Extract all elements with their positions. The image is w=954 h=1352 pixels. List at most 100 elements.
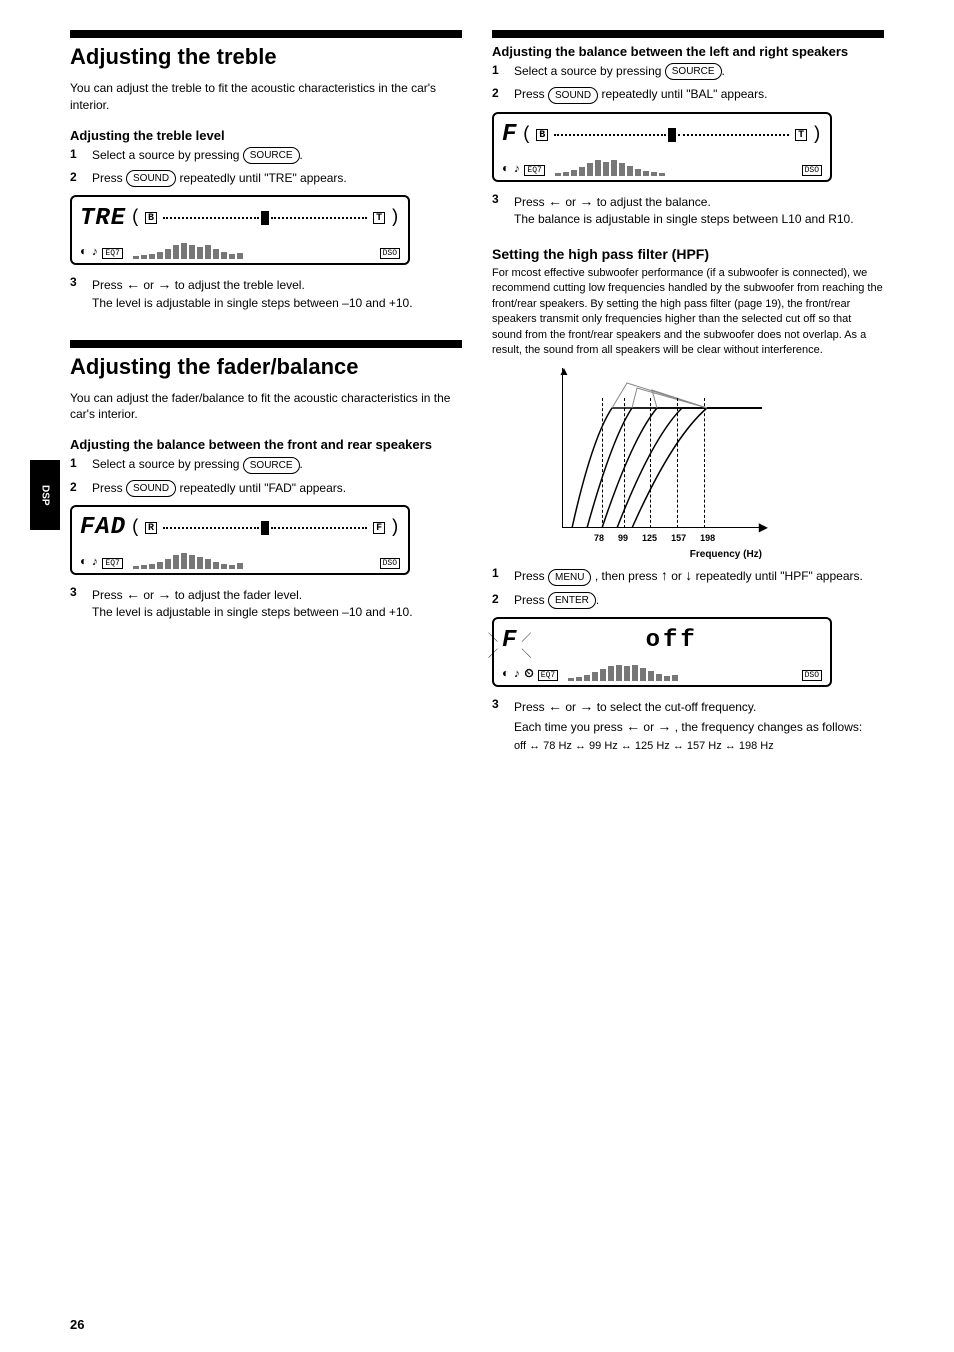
left-arrow-button[interactable]: ← bbox=[126, 586, 140, 602]
treble-step-3: 3 Press ← or → to adjust the treble leve… bbox=[70, 275, 462, 311]
freq-item: 99 Hz bbox=[589, 740, 618, 752]
sound-button[interactable]: SOUND bbox=[548, 87, 598, 104]
hpf-chart: ▲ ▶ 78 99 125 157 198 bbox=[542, 368, 762, 548]
left-arrow-button[interactable]: ← bbox=[548, 698, 562, 714]
step-text: or bbox=[565, 700, 579, 714]
eq-tag: EQ7 bbox=[524, 165, 544, 176]
left-arrow-button[interactable]: ← bbox=[548, 193, 562, 209]
blink-ray-icon: ／ bbox=[521, 629, 531, 645]
step-text: Each time you press bbox=[514, 720, 626, 734]
slider-right-label: T bbox=[795, 129, 807, 141]
step-text: repeatedly until "TRE" appears. bbox=[179, 171, 346, 185]
source-button[interactable]: SOURCE bbox=[665, 63, 722, 80]
step-text: , then press bbox=[595, 569, 661, 583]
lcd-hpf: ＼ ／ F ／ ＼ off ◐ ♪ ⏲ EQ7 bbox=[492, 617, 832, 687]
hpf-tick: 198 bbox=[700, 533, 715, 543]
note-icon: ♪ bbox=[513, 162, 520, 176]
hpf-intro: For mcost effective subwoofer performanc… bbox=[492, 266, 884, 358]
slider-right-label: T bbox=[373, 212, 385, 224]
section-rule bbox=[70, 30, 462, 38]
step-text: Select a source by pressing bbox=[92, 457, 243, 471]
right-column: Adjusting the balance between the left a… bbox=[492, 30, 884, 760]
note-icon: ♪ bbox=[513, 667, 520, 681]
hpf-tick: 125 bbox=[642, 533, 657, 543]
hpf-tick: 157 bbox=[671, 533, 686, 543]
lcd-big-text: TRE bbox=[80, 205, 126, 232]
step-text: Press bbox=[92, 171, 126, 185]
step-text: to select the cut-off frequency. bbox=[597, 700, 757, 714]
hpf-tick: 78 bbox=[594, 533, 604, 543]
section-rule bbox=[492, 30, 884, 38]
side-tab: DSP bbox=[30, 460, 60, 530]
down-arrow-button[interactable]: ↓ bbox=[685, 567, 692, 583]
balance-step-3: 3 Press ← or → to adjust the balance. Th… bbox=[492, 192, 884, 228]
hpf-step-2: 2 Press ENTER. bbox=[492, 592, 884, 609]
dso-tag: DSO bbox=[380, 558, 400, 569]
page-number: 26 bbox=[70, 1317, 84, 1332]
hpf-tick: 99 bbox=[618, 533, 628, 543]
right-arrow-button[interactable]: → bbox=[157, 276, 171, 292]
lcd-fader: FAD ( R F ) ◐ ♪ EQ7 DSO bbox=[70, 505, 410, 575]
right-arrow-button[interactable]: → bbox=[657, 718, 671, 734]
lcd-status-text: off bbox=[646, 627, 698, 654]
step-text: to adjust the fader level. bbox=[175, 588, 302, 602]
step-text: or bbox=[143, 588, 157, 602]
right-arrow-button[interactable]: → bbox=[157, 586, 171, 602]
hpf-step-3: 3 Press ← or → to select the cut-off fre… bbox=[492, 697, 884, 754]
step-text: Select a source by pressing bbox=[92, 148, 243, 162]
step-text: Press bbox=[92, 481, 126, 495]
slider-marker bbox=[668, 128, 676, 142]
spectrum-bars bbox=[133, 243, 243, 259]
section-rule bbox=[70, 340, 462, 348]
step-text: Press bbox=[514, 593, 548, 607]
blink-ray-icon: ／ bbox=[488, 645, 498, 661]
source-button[interactable]: SOURCE bbox=[243, 147, 300, 164]
fader-subtitle: Adjusting the balance between the front … bbox=[70, 437, 462, 452]
source-button[interactable]: SOURCE bbox=[243, 457, 300, 474]
up-arrow-button[interactable]: ↑ bbox=[661, 567, 668, 583]
step-text: repeatedly until "FAD" appears. bbox=[179, 481, 346, 495]
sound-button[interactable]: SOUND bbox=[126, 480, 176, 497]
y-axis-arrow-icon: ▲ bbox=[558, 364, 570, 378]
freq-item: 78 Hz bbox=[543, 740, 572, 752]
left-arrow-button[interactable]: ← bbox=[626, 718, 640, 734]
right-arrow-button[interactable]: → bbox=[579, 193, 593, 209]
step-text: , the frequency changes as follows: bbox=[675, 720, 862, 734]
left-arrow-button[interactable]: ← bbox=[126, 276, 140, 292]
step-text: or bbox=[671, 569, 685, 583]
freq-item: off bbox=[514, 740, 526, 752]
note-icon: ♪ bbox=[91, 245, 98, 259]
enter-button[interactable]: ENTER bbox=[548, 592, 596, 609]
spectrum-bars bbox=[133, 553, 243, 569]
slider-left-label: R bbox=[145, 522, 157, 534]
disc-icon: ◐ bbox=[80, 245, 87, 259]
step-text: repeatedly until "HPF" appears. bbox=[696, 569, 863, 583]
step-text: Select a source by pressing bbox=[514, 64, 665, 78]
treble-subtitle: Adjusting the treble level bbox=[70, 128, 462, 143]
hpf-x-label: Frequency (Hz) bbox=[690, 549, 762, 560]
fader-intro: You can adjust the fader/balance to fit … bbox=[70, 390, 462, 424]
lcd-big-text: FAD bbox=[80, 514, 126, 541]
disc-icon: ◐ bbox=[502, 667, 509, 681]
sound-button[interactable]: SOUND bbox=[126, 170, 176, 187]
right-arrow-button[interactable]: → bbox=[579, 698, 593, 714]
treble-title: Adjusting the treble bbox=[70, 44, 462, 70]
dso-tag: DSO bbox=[802, 670, 822, 681]
fader-step-1: 1 Select a source by pressing SOURCE. bbox=[70, 456, 462, 473]
freq-sequence: off ↔ 78 Hz ↔ 99 Hz ↔ 125 Hz ↔ 157 Hz ↔ … bbox=[514, 740, 774, 752]
slider-right-label: F bbox=[373, 522, 385, 534]
hpf-step-1: 1 Press MENU , then press ↑ or ↓ repeate… bbox=[492, 566, 884, 586]
hpf-curves bbox=[562, 378, 762, 528]
disc-icon: ◐ bbox=[80, 555, 87, 569]
spectrum-bars bbox=[568, 665, 678, 681]
treble-intro: You can adjust the treble to fit the aco… bbox=[70, 80, 462, 114]
lcd-balance: F ( B T ) ◐ ♪ EQ7 DSO bbox=[492, 112, 832, 182]
menu-button[interactable]: MENU bbox=[548, 569, 591, 586]
clock-icon: ⏲ bbox=[524, 667, 533, 681]
spectrum-bars bbox=[555, 160, 665, 176]
step-text: repeatedly until "BAL" appears. bbox=[601, 87, 767, 101]
step-text: or bbox=[143, 278, 157, 292]
step-text: to adjust the treble level. bbox=[175, 278, 305, 292]
balance-step-2: 2 Press SOUND repeatedly until "BAL" app… bbox=[492, 86, 884, 103]
step-text: Press bbox=[92, 588, 126, 602]
